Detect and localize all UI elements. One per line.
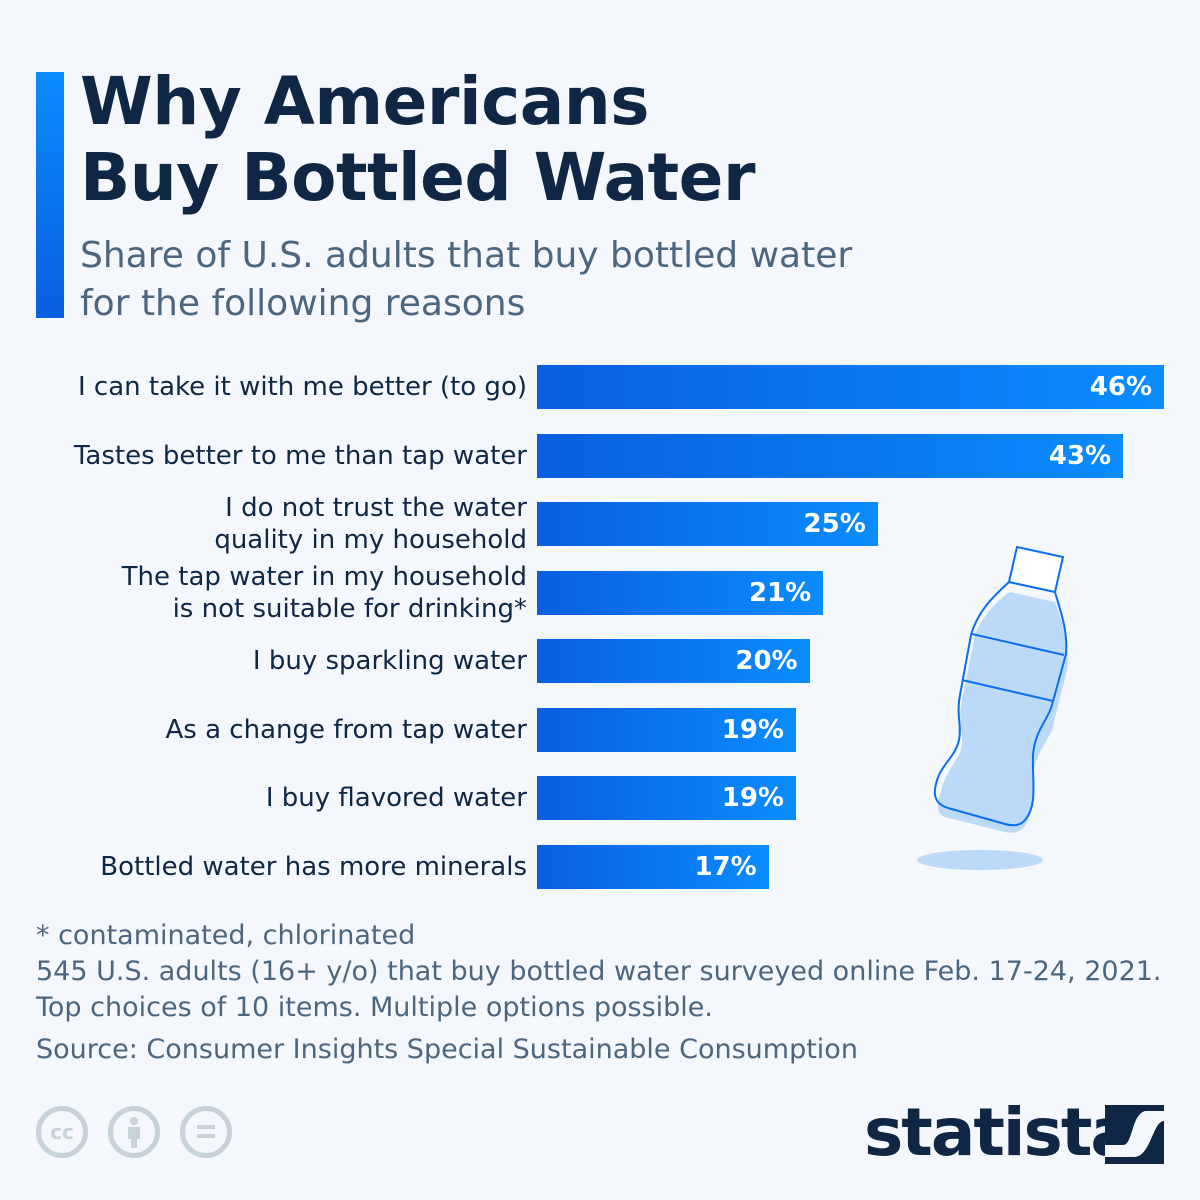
category-label-line: Tastes better to me than tap water xyxy=(73,440,527,471)
data-label: 25% xyxy=(803,509,866,539)
data-label: 46% xyxy=(1089,372,1152,402)
data-label: 21% xyxy=(749,577,812,608)
category-label: I buy sparkling water xyxy=(253,645,527,677)
bar: 46% xyxy=(537,365,1164,409)
data-label: 20% xyxy=(735,646,798,676)
bar: 19% xyxy=(537,707,796,752)
survey-note: 545 U.S. adults (16+ y/o) that buy bottl… xyxy=(36,956,1162,987)
creative-commons-icon[interactable]: cc xyxy=(36,1106,88,1158)
bar: 19% xyxy=(537,776,796,820)
bar: 21% xyxy=(537,570,824,615)
source-link[interactable]: Source: Consumer Insights Special Sustai… xyxy=(36,1034,858,1065)
footnote: * contaminated, chlorinated xyxy=(36,920,416,951)
title-accent-bar xyxy=(36,72,64,318)
bar: 43% xyxy=(537,433,1124,478)
category-label-line: Bottled water has more minerals xyxy=(100,851,527,882)
data-label: 19% xyxy=(721,714,784,745)
category-label-line: I do not trust the water xyxy=(225,493,527,523)
category-label: As a change from tap water xyxy=(166,714,528,746)
data-label: 43% xyxy=(1048,440,1112,471)
category-label-line: I can take it with me better (to go) xyxy=(77,372,527,402)
category-label: I do not trust the water quality in my ho… xyxy=(214,492,527,556)
water-bottle-illustration xyxy=(917,545,1068,870)
bar: 25% xyxy=(537,502,878,546)
category-label-line: As a change from tap water xyxy=(165,714,528,745)
bar: 20% xyxy=(537,639,810,683)
data-label: 19% xyxy=(721,783,784,813)
bar: 17% xyxy=(537,844,769,889)
category-label-line: I buy flavored water xyxy=(265,783,527,813)
statista-logo-mark-icon xyxy=(1105,1105,1164,1164)
category-label-line: The tap water in my household xyxy=(121,561,527,592)
category-label-line: quality in my household xyxy=(214,525,527,555)
category-label-line: is not suitable for drinking* xyxy=(172,593,527,624)
statista-logo[interactable]: statista xyxy=(864,1094,1135,1171)
category-label: Bottled water has more minerals xyxy=(100,851,527,883)
category-label: I buy flavored water xyxy=(266,782,527,814)
subtitle: Share of U.S. adults that buy bottled wa… xyxy=(80,235,853,324)
no-derivatives-icon[interactable] xyxy=(180,1106,232,1158)
category-label: I can take it with me better (to go) xyxy=(78,371,527,403)
page-title: Why Americans Buy Bottled Water xyxy=(80,63,756,216)
options-note: Top choices of 10 items. Multiple option… xyxy=(36,992,713,1023)
attribution-icon[interactable] xyxy=(108,1106,160,1158)
category-label: Tastes better to me than tap water xyxy=(74,440,527,472)
category-label-line: I buy sparkling water xyxy=(252,646,527,676)
category-label: The tap water in my household is not suit… xyxy=(122,561,527,625)
data-label: 17% xyxy=(694,851,757,882)
